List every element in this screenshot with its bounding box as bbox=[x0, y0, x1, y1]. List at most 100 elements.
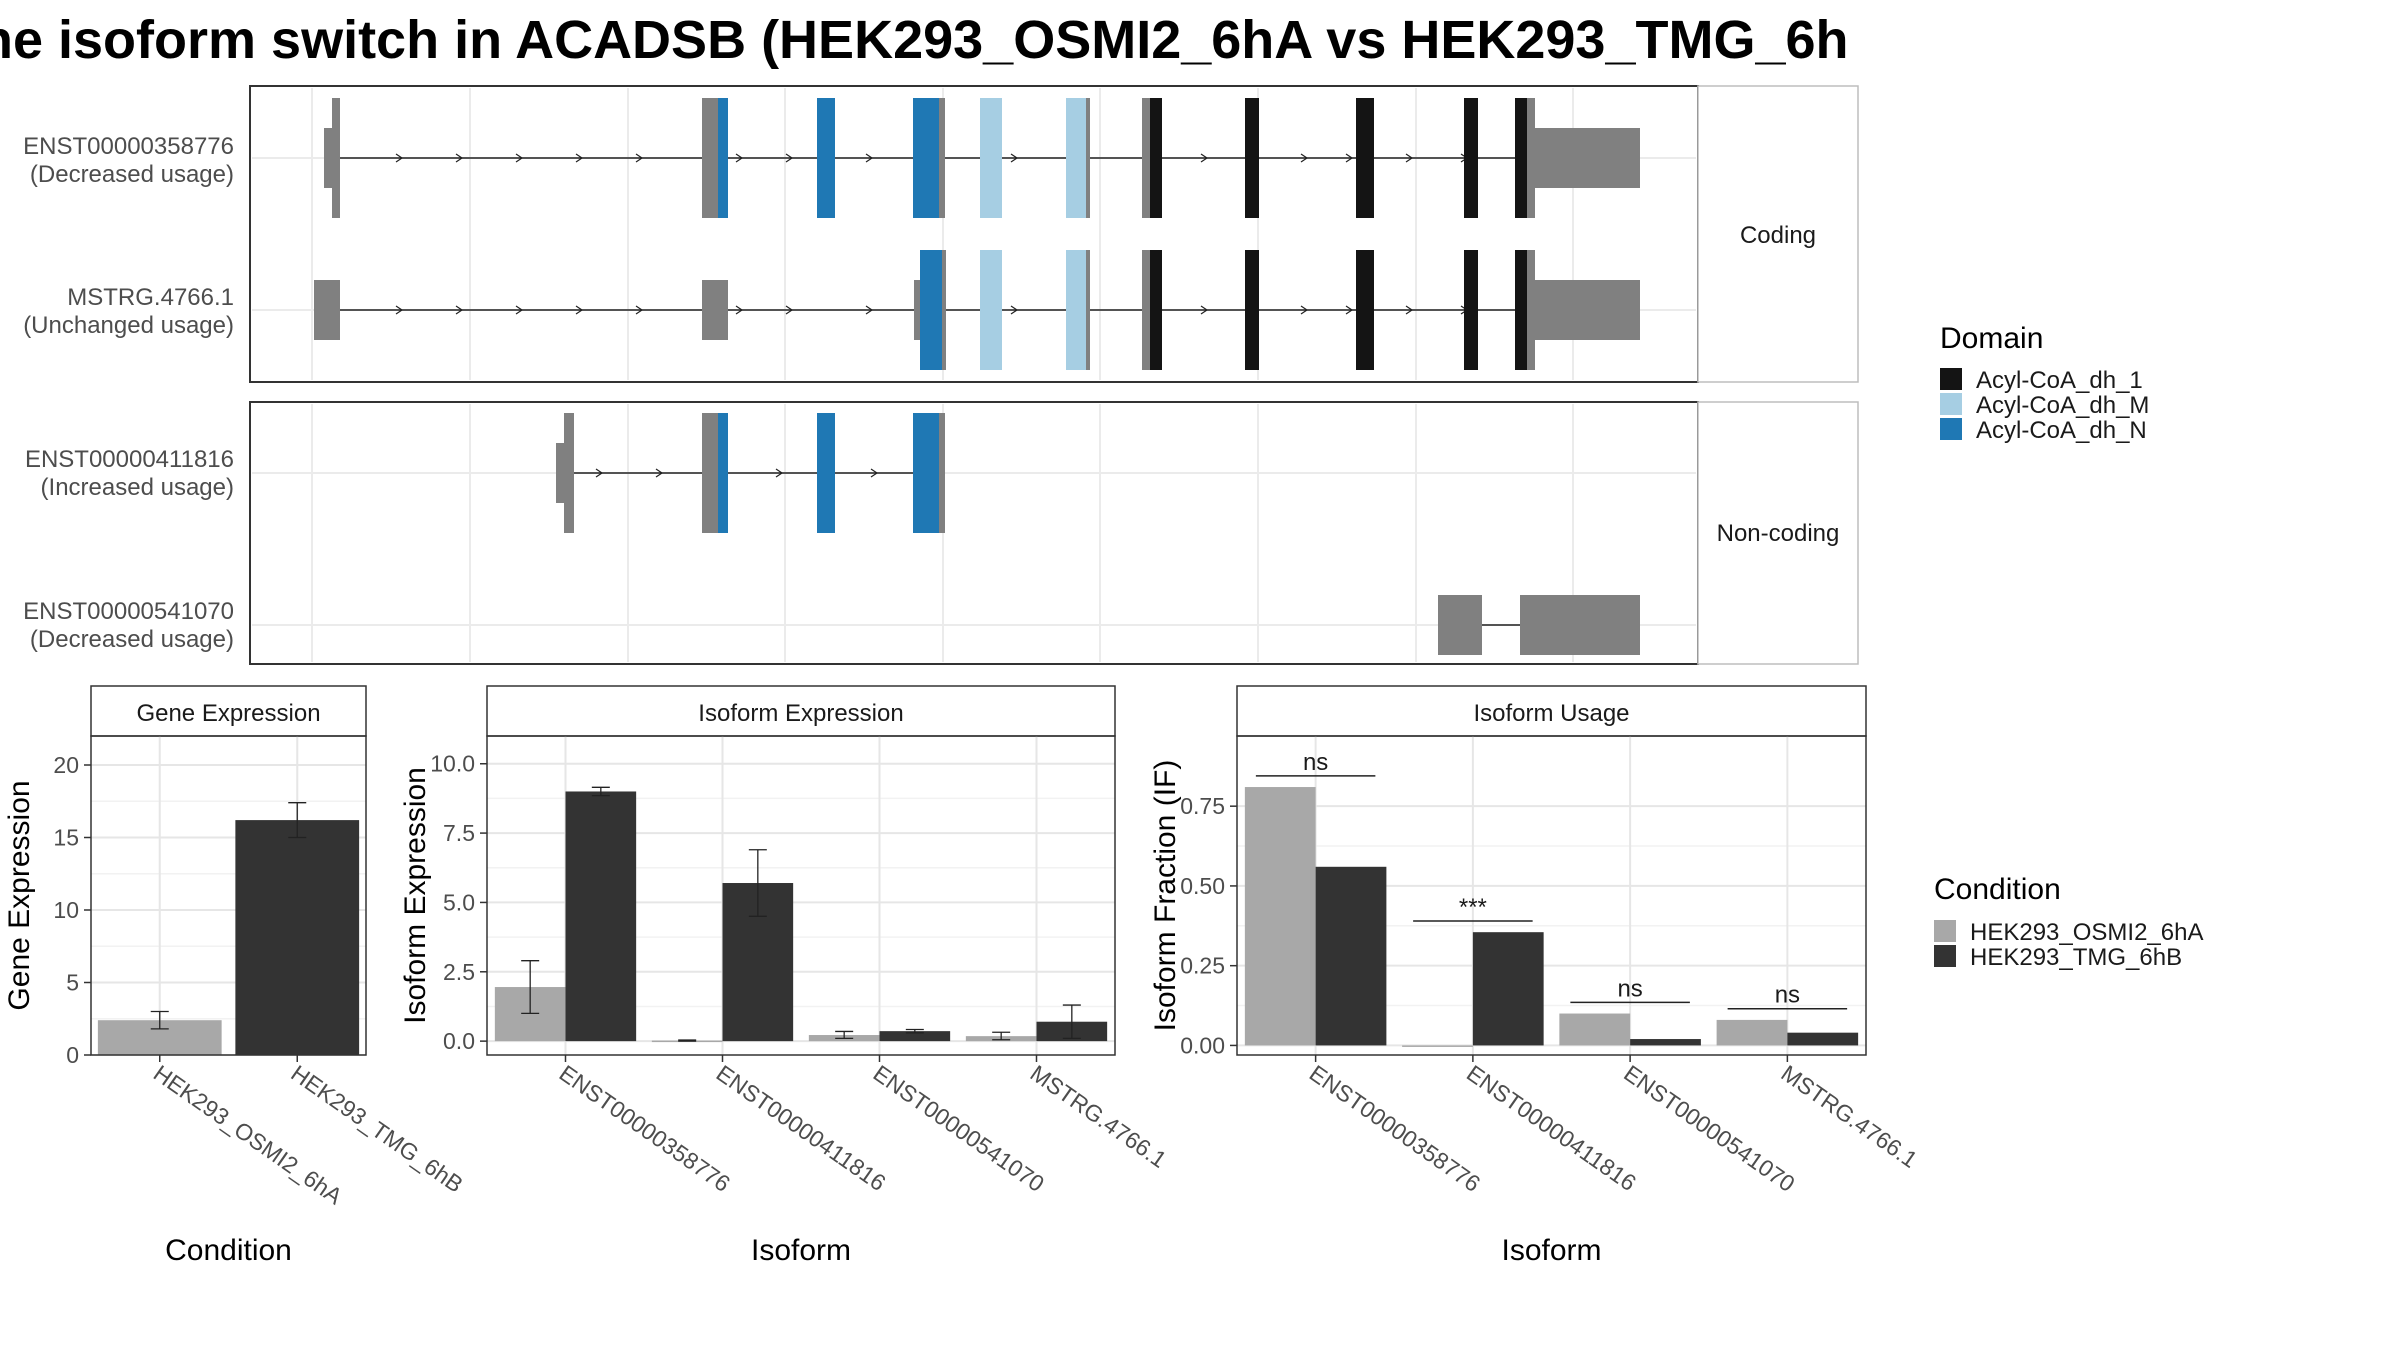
exon-block bbox=[1245, 98, 1259, 218]
strand-arrow bbox=[785, 153, 794, 163]
exon-block bbox=[702, 280, 728, 340]
strand-arrow bbox=[865, 305, 874, 315]
tx-label-1-id: ENST00000358776 bbox=[23, 133, 234, 160]
condition-legend: Condition HEK293_OSMI2_6hA HEK293_TMG_6h… bbox=[1934, 873, 2203, 971]
y-tick-label: 0.75 bbox=[1180, 793, 1225, 819]
x-axis-title: Isoform bbox=[1501, 1234, 1601, 1267]
strand-arrow bbox=[1010, 305, 1019, 315]
legend-swatch-osmi2 bbox=[1934, 920, 1956, 942]
exon-block bbox=[1142, 250, 1150, 370]
panel-strip bbox=[90, 685, 367, 737]
exon-block bbox=[913, 98, 939, 218]
x-axis-title: Isoform bbox=[751, 1234, 851, 1267]
strand-arrow bbox=[455, 305, 464, 315]
bar bbox=[1787, 1032, 1859, 1046]
strand-arrow bbox=[635, 153, 644, 163]
strand-arrow bbox=[735, 305, 744, 315]
coding-strip bbox=[1697, 85, 1859, 383]
x-tick-label: MSTRG.4766.1 bbox=[1777, 1060, 1923, 1173]
exon-block bbox=[718, 98, 728, 218]
exon-block bbox=[913, 413, 939, 533]
strand-arrow bbox=[1345, 305, 1354, 315]
bar bbox=[235, 820, 360, 1055]
figure-title: ne isoform switch in ACADSB (HEK293_OSMI… bbox=[0, 10, 1849, 70]
exon-block bbox=[942, 250, 946, 370]
panel-frame bbox=[90, 735, 367, 1056]
strand-arrow bbox=[1300, 153, 1309, 163]
significance-label: ns bbox=[1303, 749, 1328, 776]
legend-swatch-acyl-coa-dh-m bbox=[1940, 393, 1962, 415]
bar bbox=[1472, 932, 1544, 1046]
exon-block bbox=[1150, 98, 1162, 218]
strand-arrow bbox=[515, 305, 524, 315]
x-tick-label: ENST00000411816 bbox=[712, 1060, 891, 1196]
strand-arrow bbox=[1345, 153, 1354, 163]
x-tick-label: ENST00000411816 bbox=[1462, 1060, 1641, 1196]
exon-block bbox=[1245, 250, 1259, 370]
strand-arrow bbox=[395, 153, 404, 163]
exon-block bbox=[1520, 595, 1640, 655]
domain-legend: Domain Acyl-CoA_dh_1 Acyl-CoA_dh_M Acyl-… bbox=[1940, 322, 2149, 444]
bar bbox=[1559, 1013, 1631, 1046]
exon-block bbox=[1515, 250, 1527, 370]
bar bbox=[1630, 1039, 1701, 1046]
condition-legend-title: Condition bbox=[1934, 873, 2061, 906]
panel-strip-title: Isoform Expression bbox=[698, 700, 903, 727]
panel-frame bbox=[486, 735, 1116, 1056]
exon-block bbox=[939, 98, 945, 218]
strand-arrow bbox=[1405, 305, 1414, 315]
exon-block bbox=[1535, 280, 1640, 340]
bar bbox=[565, 791, 637, 1042]
x-axis-title: Condition bbox=[165, 1234, 292, 1267]
significance-label: *** bbox=[1459, 894, 1487, 921]
domain-legend-title: Domain bbox=[1940, 322, 2043, 355]
noncoding-strip-label: Non-coding bbox=[1717, 520, 1840, 547]
strand-arrow bbox=[1200, 153, 1209, 163]
x-tick-label: ENST00000541070 bbox=[1619, 1060, 1799, 1197]
isoform-usage-panel: Isoform Usage ns *** ns ns 0.00 0.25 0.50 0.75 EN… bbox=[1149, 685, 1923, 1267]
legend-swatch-tmg bbox=[1934, 945, 1956, 967]
exon-block bbox=[702, 413, 718, 533]
y-axis-title: Gene Expression bbox=[3, 780, 36, 1010]
exon-block bbox=[1515, 98, 1527, 218]
strand-arrow bbox=[635, 305, 644, 315]
strand-arrow bbox=[455, 153, 464, 163]
exon-block bbox=[314, 280, 340, 340]
y-tick-label: 10 bbox=[53, 897, 79, 923]
strand-arrow bbox=[1200, 305, 1209, 315]
exon-block bbox=[1464, 250, 1478, 370]
bar bbox=[1402, 1045, 1473, 1047]
legend-label-acyl-coa-dh-1: Acyl-CoA_dh_1 bbox=[1976, 367, 2143, 394]
panel-strip bbox=[1236, 685, 1867, 737]
exon-block bbox=[556, 443, 566, 503]
tx-label-3-usage: (Increased usage) bbox=[41, 474, 234, 501]
exon-block bbox=[1527, 98, 1535, 218]
tx-label-2-usage: (Unchanged usage) bbox=[23, 312, 234, 339]
isoform-expression-panel: Isoform Expression 0.0 2.5 5.0 7.5 10.0 ENST00… bbox=[399, 685, 1171, 1267]
significance-label: ns bbox=[1775, 982, 1800, 1009]
y-tick-label: 0.0 bbox=[443, 1028, 475, 1054]
strand-arrow bbox=[785, 305, 794, 315]
legend-swatch-acyl-coa-dh-1 bbox=[1940, 368, 1962, 390]
y-tick-label: 15 bbox=[53, 825, 79, 851]
tx-label-1-usage: (Decreased usage) bbox=[30, 161, 234, 188]
y-tick-label: 0.50 bbox=[1180, 873, 1225, 899]
strand-arrow bbox=[1010, 153, 1019, 163]
exon-block bbox=[718, 413, 728, 533]
y-tick-label: 2.5 bbox=[443, 959, 475, 985]
bar bbox=[1315, 866, 1387, 1046]
legend-label-acyl-coa-dh-m: Acyl-CoA_dh_M bbox=[1976, 392, 2149, 419]
strand-arrow bbox=[515, 153, 524, 163]
y-tick-label: 5 bbox=[66, 970, 79, 996]
strand-arrow bbox=[655, 468, 664, 478]
panel-frame bbox=[1236, 735, 1867, 1056]
strand-arrow bbox=[870, 468, 879, 478]
exon-block bbox=[1535, 128, 1640, 188]
exon-block bbox=[1086, 250, 1090, 370]
exon-block bbox=[920, 250, 942, 370]
legend-label-osmi2: HEK293_OSMI2_6hA bbox=[1970, 919, 2203, 946]
x-tick-label: ENST00000358776 bbox=[1305, 1060, 1485, 1197]
y-tick-label: 0.00 bbox=[1180, 1032, 1225, 1058]
significance-label: ns bbox=[1617, 975, 1642, 1002]
exon-block bbox=[1356, 98, 1374, 218]
